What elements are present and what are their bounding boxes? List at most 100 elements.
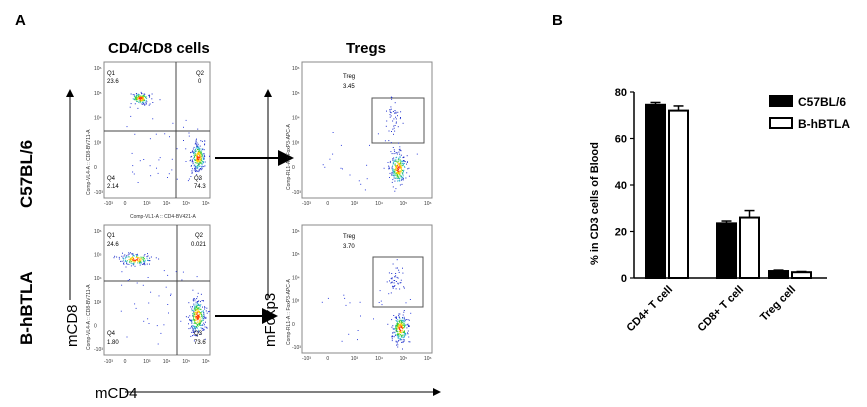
scatter-event xyxy=(390,151,392,153)
scatter-event xyxy=(198,163,200,165)
scatter-event xyxy=(399,160,401,162)
scatter-event xyxy=(406,324,408,326)
scatter-event xyxy=(143,94,145,96)
scatter-event xyxy=(199,157,201,159)
scatter-event xyxy=(146,257,148,259)
scatter-event xyxy=(193,307,195,309)
scatter-event xyxy=(139,262,140,264)
scatter-event xyxy=(397,180,399,182)
scatter-event xyxy=(394,175,396,177)
scatter-event xyxy=(125,256,127,258)
scatter-event xyxy=(204,338,206,340)
scatter-event xyxy=(389,172,391,174)
scatter-event xyxy=(395,165,396,167)
scatter-event xyxy=(396,328,398,330)
scatter-event xyxy=(140,95,142,97)
scatter-event xyxy=(401,335,403,337)
scatter-event xyxy=(394,334,396,336)
scatter-event xyxy=(195,322,197,324)
scatter-event xyxy=(399,164,400,166)
scatter-event xyxy=(199,152,201,154)
scatter-event xyxy=(406,163,407,165)
scatter-event xyxy=(134,103,136,105)
scatter-event xyxy=(143,263,145,265)
scatter-event xyxy=(388,168,390,170)
scatter-event xyxy=(400,169,402,171)
scatter-event xyxy=(140,100,142,102)
scatter-event xyxy=(137,107,139,109)
scatter-event xyxy=(192,299,194,301)
scatter-event xyxy=(395,157,397,159)
scatter-event xyxy=(198,158,200,160)
scatter-event xyxy=(197,303,199,305)
scatter-event xyxy=(168,312,169,314)
scatter-event xyxy=(135,97,137,98)
scatter-event xyxy=(191,159,193,161)
scatter-event xyxy=(201,314,203,316)
flow-y-tick: 10⁵ xyxy=(292,91,300,97)
scatter-event xyxy=(400,166,402,168)
scatter-event xyxy=(397,111,399,113)
scatter-event xyxy=(400,117,401,118)
scatter-event xyxy=(145,96,147,98)
scatter-event xyxy=(403,286,405,288)
scatter-event xyxy=(195,141,197,143)
scatter-event xyxy=(191,322,193,324)
scatter-event xyxy=(198,169,200,171)
scatter-event xyxy=(144,93,146,95)
scatter-event xyxy=(198,314,200,316)
scatter-event xyxy=(143,103,145,105)
scatter-event xyxy=(121,284,123,286)
scatter-event xyxy=(167,304,169,305)
scatter-event xyxy=(197,311,199,313)
scatter-event xyxy=(397,277,399,279)
scatter-event xyxy=(199,168,201,170)
scatter-event xyxy=(395,281,397,282)
flow-y-tick: 10⁶ xyxy=(94,229,102,235)
scatter-event xyxy=(141,97,143,99)
bar-chart: % in CD3 cells of Blood 0 20 40 60 80 CD4+ T … xyxy=(589,87,850,334)
scatter-event xyxy=(199,312,201,314)
scatter-event xyxy=(122,258,124,259)
flow-x-tick: 10⁴ xyxy=(163,201,171,207)
scatter-event xyxy=(198,315,199,317)
scatter-event xyxy=(135,259,137,261)
scatter-event xyxy=(391,172,393,174)
scatter-event xyxy=(397,177,399,179)
scatter-event xyxy=(395,188,397,190)
scatter-event xyxy=(201,140,203,142)
scatter-event xyxy=(155,133,157,135)
scatter-event xyxy=(416,153,418,155)
scatter-event xyxy=(397,163,399,165)
scatter-event xyxy=(142,101,144,103)
scatter-event xyxy=(200,140,202,142)
scatter-event xyxy=(194,308,196,310)
scatter-event xyxy=(195,308,197,310)
scatter-event xyxy=(396,171,398,173)
scatter-event xyxy=(389,114,391,116)
scatter-event xyxy=(394,130,396,132)
y-tick-label: 0 xyxy=(621,273,627,285)
scatter-event xyxy=(144,259,146,261)
scatter-event xyxy=(192,319,194,321)
scatter-event xyxy=(193,311,195,313)
scatter-event xyxy=(396,320,398,322)
scatter-event xyxy=(401,341,403,343)
plot-x-axis-label: Comp-VL1-A :: CD4-BV421-A xyxy=(130,214,197,220)
scatter-event xyxy=(399,313,401,315)
scatter-event xyxy=(396,178,398,180)
flow-x-tick: -10³ xyxy=(302,201,311,207)
scatter-event xyxy=(400,338,402,340)
scatter-cloud xyxy=(322,96,418,192)
scatter-event xyxy=(204,316,206,318)
scatter-event xyxy=(329,158,331,160)
scatter-event xyxy=(143,99,144,101)
scatter-event xyxy=(403,166,405,168)
scatter-event xyxy=(397,326,399,328)
scatter-event xyxy=(399,319,401,321)
q4-value: 1.80 xyxy=(107,340,119,346)
scatter-event xyxy=(395,275,397,277)
scatter-event xyxy=(401,339,403,341)
scatter-event xyxy=(402,322,404,324)
scatter-event xyxy=(364,189,366,191)
